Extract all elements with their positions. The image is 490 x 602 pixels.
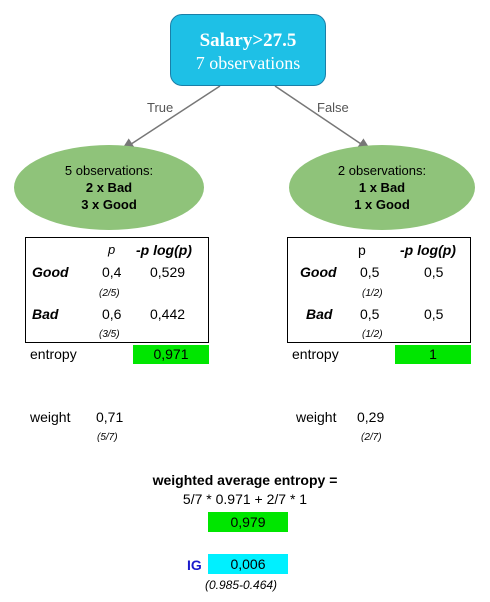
right-row-bad-plog: 0,5: [424, 306, 444, 322]
left-row-good-label: Good: [32, 264, 69, 280]
right-entropy-label: entropy: [292, 346, 339, 362]
left-row-good-p: 0,4: [102, 264, 122, 280]
right-row-good-label: Good: [300, 264, 337, 280]
right-row-bad-p: 0,5: [360, 306, 380, 322]
left-row-bad-p: 0,6: [102, 306, 122, 322]
left-row-bad-label: Bad: [32, 306, 59, 322]
left-node-count: 5 observations:: [64, 163, 154, 178]
root-subtitle: 7 observations: [195, 53, 301, 73]
left-header-p: p: [108, 242, 116, 257]
left-entropy-label: entropy: [30, 346, 77, 362]
left-header-plog: -p log(p): [136, 242, 192, 258]
right-header-plog: -p log(p): [400, 242, 456, 258]
right-row-good-p: 0,5: [360, 264, 380, 280]
right-row-good-plog: 0,5: [424, 264, 444, 280]
right-entropy-table: p -p log(p) Good 0,5 0,5 (1/2) Bad 0,5 0…: [287, 237, 471, 343]
left-node-bad: 2 x Bad: [85, 180, 133, 195]
left-row-bad-plog: 0,442: [150, 306, 186, 322]
right-weight-frac: (2/7): [361, 432, 382, 443]
right-row-good-frac: (1/2): [362, 288, 383, 299]
left-weight-label: weight: [30, 409, 71, 425]
right-entropy-value: 1: [395, 345, 471, 364]
root-node: Salary>27.5 7 observations: [170, 14, 326, 86]
ig-label: IG: [187, 557, 202, 573]
right-node-count: 2 observations:: [337, 163, 427, 178]
left-row-bad-frac: (3/5): [99, 329, 120, 340]
left-weight-frac: (5/7): [97, 432, 118, 443]
right-node-good: 1 x Good: [354, 197, 410, 212]
left-entropy-table: p -p log(p) Good 0,4 0,529 (2/5) Bad 0,6…: [25, 237, 209, 343]
right-row-bad-frac: (1/2): [362, 329, 383, 340]
ig-formula: (0.985-0.464): [205, 578, 278, 592]
left-row-good-frac: (2/5): [99, 288, 120, 299]
right-weight-label: weight: [296, 409, 337, 425]
summary-value: 0,979: [208, 512, 288, 532]
right-header-p: p: [358, 242, 366, 258]
right-node-bad: 1 x Bad: [358, 180, 406, 195]
summary-formula: 5/7 * 0.971 + 2/7 * 1: [182, 491, 308, 507]
left-weight-value: 0,71: [96, 409, 124, 425]
left-row-good-plog: 0,529: [150, 264, 186, 280]
root-title: Salary>27.5: [199, 30, 297, 51]
right-weight-value: 0,29: [357, 409, 385, 425]
left-child-node: 5 observations: 2 x Bad 3 x Good: [14, 145, 204, 230]
summary-title: weighted average entropy =: [152, 472, 338, 488]
left-node-good: 3 x Good: [81, 197, 137, 212]
edge-true-arrow: [120, 85, 221, 151]
ig-value: 0,006: [208, 554, 288, 574]
right-row-bad-label: Bad: [306, 306, 333, 322]
left-entropy-value: 0,971: [133, 345, 209, 364]
right-child-node: 2 observations: 1 x Bad 1 x Good: [289, 145, 475, 230]
edge-false-arrow: [274, 85, 372, 151]
edge-label-false: False: [317, 100, 349, 115]
edge-label-true: True: [147, 100, 174, 115]
